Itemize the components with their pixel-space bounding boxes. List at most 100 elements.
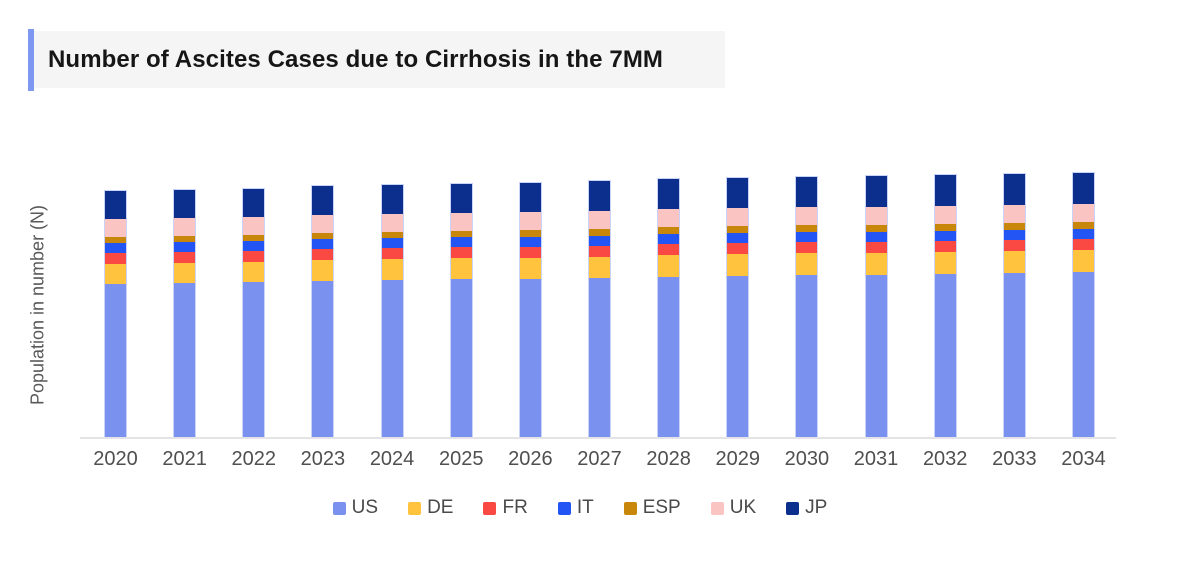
- segment-us-2031[interactable]: [865, 275, 887, 437]
- segment-esp-2025[interactable]: [450, 231, 472, 237]
- segment-us-2029[interactable]: [727, 276, 749, 437]
- bar-2021[interactable]: [173, 189, 197, 437]
- segment-esp-2033[interactable]: [1003, 223, 1025, 230]
- segment-esp-2028[interactable]: [658, 227, 680, 234]
- segment-it-2025[interactable]: [450, 237, 472, 247]
- segment-jp-2030[interactable]: [796, 177, 818, 207]
- segment-us-2034[interactable]: [1072, 272, 1094, 437]
- segment-jp-2032[interactable]: [934, 175, 956, 206]
- segment-us-2020[interactable]: [105, 284, 126, 437]
- segment-it-2028[interactable]: [658, 234, 680, 244]
- segment-fr-2031[interactable]: [865, 242, 887, 253]
- bar-2020[interactable]: [104, 190, 127, 437]
- segment-it-2034[interactable]: [1072, 229, 1094, 239]
- segment-de-2024[interactable]: [381, 259, 403, 280]
- segment-esp-2026[interactable]: [519, 230, 541, 237]
- legend-item-it[interactable]: IT: [557, 497, 594, 519]
- segment-jp-2023[interactable]: [312, 186, 334, 215]
- segment-us-2032[interactable]: [934, 274, 956, 437]
- segment-uk-2029[interactable]: [727, 208, 749, 226]
- segment-it-2023[interactable]: [312, 239, 334, 249]
- segment-it-2020[interactable]: [105, 243, 126, 253]
- segment-jp-2031[interactable]: [865, 176, 887, 207]
- bar-2024[interactable]: [380, 184, 404, 437]
- bar-2027[interactable]: [587, 180, 611, 437]
- bar-2028[interactable]: [657, 178, 681, 437]
- segment-de-2023[interactable]: [312, 260, 334, 281]
- segment-it-2030[interactable]: [796, 232, 818, 242]
- segment-jp-2028[interactable]: [658, 179, 680, 209]
- segment-esp-2030[interactable]: [796, 225, 818, 232]
- segment-fr-2032[interactable]: [934, 241, 956, 252]
- segment-de-2026[interactable]: [519, 258, 541, 279]
- bar-2023[interactable]: [311, 185, 335, 437]
- segment-it-2024[interactable]: [381, 238, 403, 248]
- segment-it-2031[interactable]: [865, 232, 887, 242]
- segment-fr-2023[interactable]: [312, 249, 334, 260]
- bar-2025[interactable]: [449, 183, 473, 437]
- segment-fr-2020[interactable]: [105, 253, 126, 264]
- segment-jp-2029[interactable]: [727, 178, 749, 208]
- segment-uk-2028[interactable]: [658, 209, 680, 227]
- segment-esp-2024[interactable]: [381, 232, 403, 238]
- bar-2033[interactable]: [1002, 173, 1026, 437]
- segment-esp-2029[interactable]: [727, 226, 749, 233]
- segment-esp-2031[interactable]: [865, 225, 887, 232]
- segment-uk-2020[interactable]: [105, 219, 126, 237]
- segment-de-2022[interactable]: [243, 262, 265, 282]
- segment-jp-2021[interactable]: [174, 190, 196, 218]
- segment-us-2030[interactable]: [796, 275, 818, 437]
- segment-fr-2025[interactable]: [450, 247, 472, 258]
- segment-jp-2027[interactable]: [588, 181, 610, 211]
- segment-jp-2022[interactable]: [243, 189, 265, 217]
- bar-2030[interactable]: [795, 176, 819, 437]
- segment-us-2033[interactable]: [1003, 273, 1025, 437]
- legend-item-fr[interactable]: FR: [483, 497, 528, 519]
- segment-it-2021[interactable]: [174, 242, 196, 252]
- segment-it-2027[interactable]: [588, 236, 610, 246]
- segment-us-2022[interactable]: [243, 282, 265, 437]
- segment-fr-2033[interactable]: [1003, 240, 1025, 251]
- segment-jp-2033[interactable]: [1003, 174, 1025, 205]
- bar-2034[interactable]: [1071, 172, 1095, 437]
- legend-item-uk[interactable]: UK: [710, 497, 756, 519]
- segment-fr-2029[interactable]: [727, 243, 749, 254]
- legend-item-de[interactable]: DE: [408, 497, 453, 519]
- segment-jp-2034[interactable]: [1072, 173, 1094, 204]
- segment-fr-2030[interactable]: [796, 242, 818, 253]
- segment-de-2032[interactable]: [934, 252, 956, 274]
- segment-esp-2021[interactable]: [174, 236, 196, 242]
- segment-fr-2026[interactable]: [519, 247, 541, 258]
- segment-fr-2022[interactable]: [243, 251, 265, 262]
- segment-de-2031[interactable]: [865, 253, 887, 275]
- bar-2031[interactable]: [864, 175, 888, 437]
- bar-2022[interactable]: [242, 188, 266, 437]
- segment-de-2030[interactable]: [796, 253, 818, 275]
- legend-item-us[interactable]: US: [332, 497, 378, 519]
- segment-de-2033[interactable]: [1003, 251, 1025, 273]
- segment-uk-2021[interactable]: [174, 218, 196, 236]
- segment-it-2029[interactable]: [727, 233, 749, 243]
- segment-uk-2031[interactable]: [865, 207, 887, 225]
- segment-de-2020[interactable]: [105, 264, 126, 284]
- segment-de-2034[interactable]: [1072, 250, 1094, 272]
- segment-uk-2033[interactable]: [1003, 205, 1025, 223]
- segment-esp-2023[interactable]: [312, 233, 334, 239]
- segment-jp-2024[interactable]: [381, 185, 403, 214]
- legend-item-jp[interactable]: JP: [786, 497, 827, 519]
- segment-it-2033[interactable]: [1003, 230, 1025, 240]
- segment-us-2026[interactable]: [519, 279, 541, 437]
- segment-uk-2023[interactable]: [312, 215, 334, 233]
- segment-us-2024[interactable]: [381, 280, 403, 437]
- segment-uk-2034[interactable]: [1072, 204, 1094, 222]
- segment-fr-2021[interactable]: [174, 252, 196, 263]
- segment-us-2027[interactable]: [588, 278, 610, 437]
- segment-uk-2022[interactable]: [243, 217, 265, 235]
- segment-esp-2022[interactable]: [243, 235, 265, 241]
- segment-it-2032[interactable]: [934, 231, 956, 241]
- segment-uk-2026[interactable]: [519, 212, 541, 230]
- segment-fr-2024[interactable]: [381, 248, 403, 259]
- segment-it-2026[interactable]: [519, 237, 541, 247]
- segment-fr-2027[interactable]: [588, 246, 610, 257]
- segment-us-2023[interactable]: [312, 281, 334, 437]
